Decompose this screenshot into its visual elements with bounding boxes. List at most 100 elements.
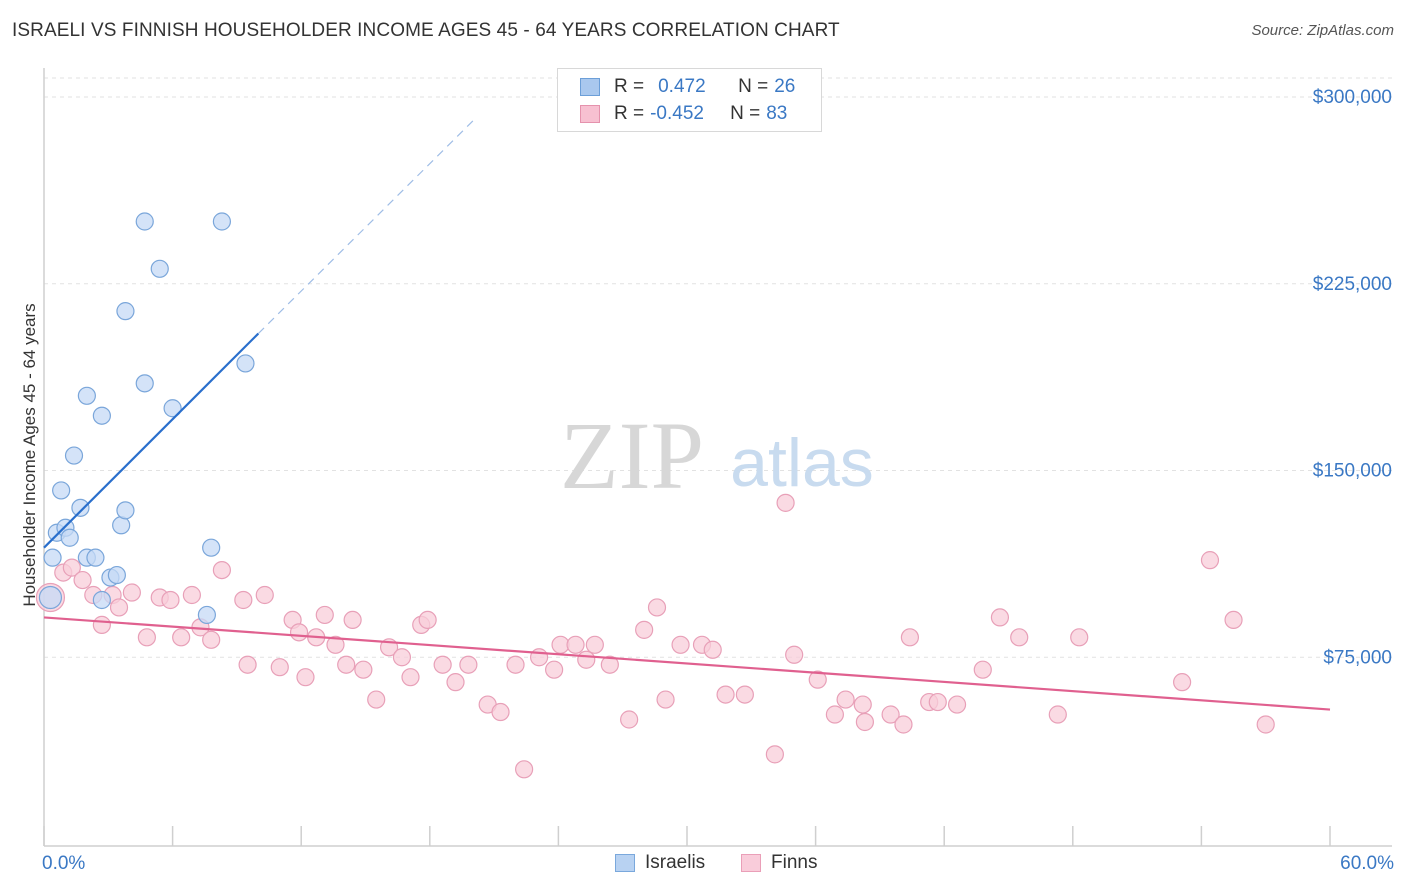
y-tick-label: $150,000 [1313,461,1392,482]
finns-point [234,590,253,610]
finns-point [1256,715,1275,734]
israelis-point [135,212,154,231]
finns-point [315,605,334,625]
israelis-point [60,528,79,547]
finns-point [62,558,81,577]
israelis-point [197,605,216,625]
finns-point [392,648,412,667]
stats-box: R = 0.472 N = 26 R = -0.452 N = 83 [557,68,822,132]
r-label: R = [614,76,645,97]
finns-point [990,608,1010,627]
watermark-atlas: atlas [730,425,874,501]
finns-point [1200,551,1220,570]
israelis-points [38,212,255,625]
israelis-point [116,302,135,321]
finns-point [600,655,619,674]
finns-point [202,630,221,649]
legend-swatch-finns [741,854,761,872]
israelis-point [43,548,62,567]
finns-point [671,635,690,654]
finns-point [785,645,804,664]
finns-point [122,583,141,602]
finns-point [418,610,437,630]
finns-point [343,610,362,630]
finns-point [109,598,129,617]
israelis-trend-line [43,332,260,549]
axes [43,68,1392,847]
finns-point [296,668,315,687]
israelis-point [163,399,182,418]
legend-label-finns: Finns [771,852,818,873]
y-tick-label: $300,000 [1313,87,1392,108]
finns-point [900,628,920,647]
israelis-point [71,498,90,517]
finns-point [238,655,257,674]
israelis-trend-extension [257,116,478,334]
israelis-point [86,548,105,567]
israelis-point [116,501,135,520]
finns-points [35,493,1275,779]
finns-point [735,685,754,704]
finns-point [836,690,855,709]
n-value: 26 [774,76,796,97]
finns-point [853,695,872,714]
finns-point [585,635,604,654]
finns-point [881,705,900,724]
finns-point [337,655,356,674]
finns-point [776,493,795,512]
y-tick-label: $75,000 [1323,647,1392,668]
finns-point [92,615,111,634]
finns-point [1173,673,1192,692]
finns-point [433,655,452,674]
n-label: N = [738,76,769,97]
israelis-point [92,590,111,610]
finns-point [515,760,534,779]
tick-labels: $75,000 $150,000 $225,000 $300,000 0.0% 60.0% [42,87,1394,874]
finns-point [947,695,967,714]
israelis-point [150,259,169,278]
finns-point [182,585,201,605]
israelis-point [112,516,131,535]
legend-swatch-israelis [615,854,635,872]
watermark-zip: ZIP [560,402,704,509]
stats-row-israelis: R = 0.472 N = 26 [580,75,795,99]
stats-row-finns: R = -0.452 N = 83 [580,102,787,126]
finns-trend-line [43,616,1331,711]
finns-point [459,655,478,674]
finns-point [1070,628,1089,647]
x-tick-label-max: 60.0% [1340,853,1394,874]
finns-point [635,620,654,639]
israelis-point [92,406,111,425]
n-value: 83 [766,103,788,124]
finns-point [765,745,784,764]
israelis-point [52,481,71,500]
finns-point [73,570,92,590]
legend-item-finns[interactable]: Finns [741,852,817,874]
finns-point [530,648,549,667]
r-value: -0.452 [650,103,704,124]
finns-point [656,690,675,709]
r-label: R = [614,103,645,124]
finns-point [255,585,274,605]
israelis-point [212,212,231,231]
finns-point [491,702,510,722]
finns-point [1224,610,1243,630]
finns-point [647,598,667,617]
y-tick-label: $225,000 [1313,274,1392,295]
finns-point [326,635,345,654]
israelis-point [77,386,96,405]
finns-point [212,560,231,580]
finns-point [1048,705,1067,724]
finns-point [894,715,913,734]
israelis-point [64,446,84,465]
finns-point [1010,628,1029,647]
israelis-swatch [580,78,600,96]
finns-point [172,628,191,647]
legend-item-israelis[interactable]: Israelis [615,852,705,874]
israelis-point [135,374,154,393]
finns-point [928,692,947,712]
x-tick-label-min: 0.0% [42,853,85,874]
finns-point [446,673,465,692]
finns-point [289,623,309,642]
